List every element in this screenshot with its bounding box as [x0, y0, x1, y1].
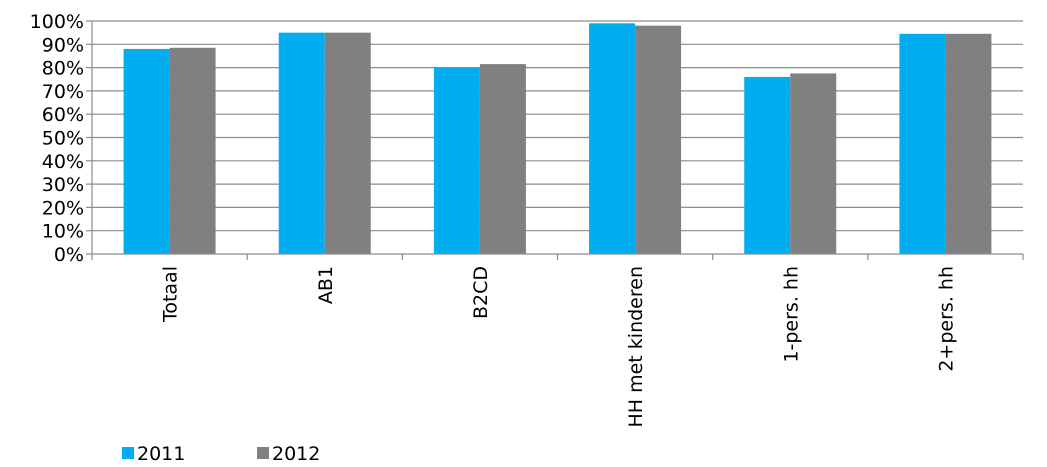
bar-2011-2 — [433, 67, 480, 254]
x-category-label: Totaal — [160, 266, 182, 323]
x-category-label: 1-pers. hh — [780, 266, 802, 363]
bar-2011-3 — [589, 23, 636, 254]
y-tick-label: 20% — [42, 197, 84, 219]
y-tick-label: 80% — [42, 58, 84, 80]
y-tick-label: 90% — [42, 34, 84, 56]
x-category-label: B2CD — [470, 266, 492, 319]
legend: 2011 2012 — [122, 443, 320, 465]
bar-2012-3 — [635, 25, 682, 254]
y-axis-ticks: 0%10%20%30%40%50%60%70%80%90%100% — [30, 11, 84, 266]
y-tick-label: 30% — [42, 174, 84, 196]
x-category-label: HH met kinderen — [625, 266, 647, 428]
legend-swatch-2011 — [122, 447, 134, 459]
gridlines — [92, 20, 1023, 232]
bar-2012-2 — [479, 64, 526, 254]
x-category-label: AB1 — [315, 266, 337, 304]
legend-label-2012: 2012 — [272, 443, 320, 465]
y-tick-label: 100% — [30, 11, 84, 33]
x-axis-labels: Totaal AB1 B2CD HH met kinderen 1-pers. hh 2+… — [160, 266, 958, 428]
bars — [123, 23, 992, 255]
y-tick-label: 70% — [42, 81, 84, 103]
bar-2011-0 — [123, 48, 170, 255]
bar-2012-5 — [945, 33, 992, 254]
bar-2012-1 — [324, 32, 371, 255]
bar-2011-5 — [899, 33, 946, 254]
y-tick-label: 0% — [54, 244, 84, 266]
x-category-label: 2+pers. hh — [935, 266, 957, 372]
y-tick-label: 40% — [42, 151, 84, 173]
y-tick-label: 60% — [42, 104, 84, 126]
bar-2012-4 — [790, 73, 837, 254]
bar-2011-4 — [744, 76, 791, 254]
y-tick-label: 50% — [42, 128, 84, 150]
y-tick-label: 10% — [42, 221, 84, 243]
bar-2012-0 — [169, 47, 216, 254]
axes — [86, 20, 1024, 260]
legend-label-2011: 2011 — [137, 443, 185, 465]
bar-2011-1 — [278, 32, 325, 255]
legend-swatch-2012 — [257, 447, 269, 459]
